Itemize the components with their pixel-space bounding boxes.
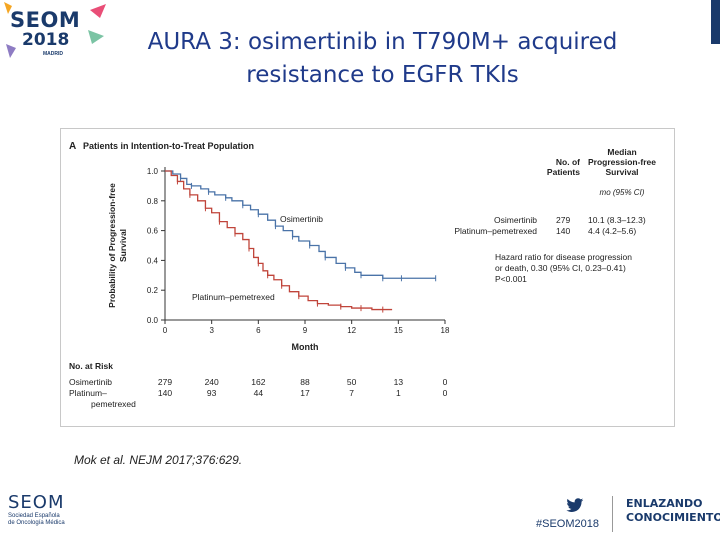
summary-row-n: 140: [556, 226, 570, 236]
km-figure: A Patients in Intention-to-Treat Populati…: [60, 128, 675, 427]
hazard-text-line: P<0.001: [495, 274, 527, 284]
at-risk-value: 140: [158, 388, 172, 398]
at-risk-value: 88: [300, 377, 310, 387]
y-axis-label: Probability of Progression-freeSurvival: [107, 183, 128, 308]
summary-col2-line1: Median: [607, 147, 636, 157]
at-risk-row-label2: pemetrexed: [91, 399, 136, 409]
summary-row-label: Osimertinib: [494, 215, 537, 225]
x-tick-label: 0: [163, 326, 168, 335]
summary-row-label: Platinum–pemetrexed: [454, 226, 537, 236]
seom-2018-logo: SEOM 2018 MADRID: [0, 0, 110, 70]
campaign-line1: ENLAZANDO: [626, 497, 703, 510]
summary-row-median: 10.1 (8.3–12.3): [588, 215, 646, 225]
y-tick-label: 0.2: [147, 286, 159, 295]
x-tick-label: 15: [394, 326, 403, 335]
summary-row-median: 4.4 (4.2–5.6): [588, 226, 636, 236]
footer-seom-logo: SEOM Sociedad Española de Oncología Médi…: [8, 492, 65, 527]
x-axis-label: Month: [292, 342, 319, 352]
at-risk-value: 17: [300, 388, 310, 398]
summary-units: mo (95% CI): [600, 188, 645, 197]
corner-tab: [711, 0, 720, 44]
at-risk-value: 7: [349, 388, 354, 398]
at-risk-value: 50: [347, 377, 357, 387]
panel-label: A: [69, 141, 76, 152]
twitter-icon: [566, 498, 584, 512]
km-curve-platinum: [165, 170, 393, 311]
km-curve-osimertinib: [165, 170, 436, 279]
at-risk-value: 279: [158, 377, 172, 387]
campaign-line2: CONOCIMIENTO: [626, 511, 720, 524]
logo-ornament: [4, 2, 106, 58]
logo-city: MADRID: [43, 51, 63, 57]
footer-divider: [612, 496, 613, 532]
y-tick-label: 0.4: [147, 256, 159, 265]
x-tick-label: 6: [256, 326, 261, 335]
summary-col2-line3: Survival: [605, 167, 638, 177]
at-risk-value: 0: [443, 377, 448, 387]
campaign-logo: ENLAZANDO CONOCIMIENTO: [626, 497, 720, 525]
x-tick-label: 3: [209, 326, 214, 335]
km-chart: A Patients in Intention-to-Treat Populati…: [69, 141, 656, 409]
x-tick-label: 12: [347, 326, 356, 335]
logo-year: 2018: [22, 30, 70, 50]
at-risk-row-label: Platinum–: [69, 388, 107, 398]
summary-col1-line1: No. of: [556, 157, 580, 167]
at-risk-value: 44: [254, 388, 264, 398]
footer-org-name: SEOM: [8, 492, 65, 513]
at-risk-value: 13: [394, 377, 404, 387]
hashtag: #SEOM2018: [536, 518, 599, 530]
summary-col1-line2: Patients: [547, 167, 580, 177]
y-tick-label: 0.6: [147, 227, 159, 236]
footer-org-sub1: Sociedad Española: [8, 513, 60, 519]
at-risk-value: 1: [396, 388, 401, 398]
at-risk-value: 162: [251, 377, 265, 387]
x-tick-label: 18: [441, 326, 450, 335]
at-risk-value: 93: [207, 388, 217, 398]
slide-title-line2: resistance to EGFR TKIs: [246, 62, 519, 88]
at-risk-header: No. at Risk: [69, 361, 113, 371]
logo-name: SEOM: [10, 8, 81, 32]
chart-title: Patients in Intention-to-Treat Populatio…: [83, 141, 254, 151]
at-risk-value: 240: [205, 377, 219, 387]
summary-col2-line2: Progression-free: [588, 157, 656, 167]
slide-title: AURA 3: osimertinib in T790M+ acquired r…: [115, 26, 650, 92]
y-tick-label: 1.0: [147, 167, 159, 176]
summary-row-n: 279: [556, 215, 570, 225]
y-tick-label: 0.0: [147, 316, 159, 325]
hazard-text-line: Hazard ratio for disease progression: [495, 252, 632, 262]
footer-org-sub2: de Oncología Médica: [8, 520, 65, 526]
slide-title-line1: AURA 3: osimertinib in T790M+ acquired: [147, 29, 618, 55]
at-risk-row-label: Osimertinib: [69, 377, 112, 387]
x-tick-label: 9: [303, 326, 308, 335]
y-tick-label: 0.8: [147, 197, 159, 206]
citation: Mok et al. NEJM 2017;376:629.: [74, 453, 243, 467]
curve-label-osimertinib: Osimertinib: [280, 214, 323, 224]
curve-label-platinum: Platinum–pemetrexed: [192, 292, 275, 302]
hazard-text-line: or death, 0.30 (95% CI, 0.23–0.41): [495, 263, 626, 273]
at-risk-value: 0: [443, 388, 448, 398]
